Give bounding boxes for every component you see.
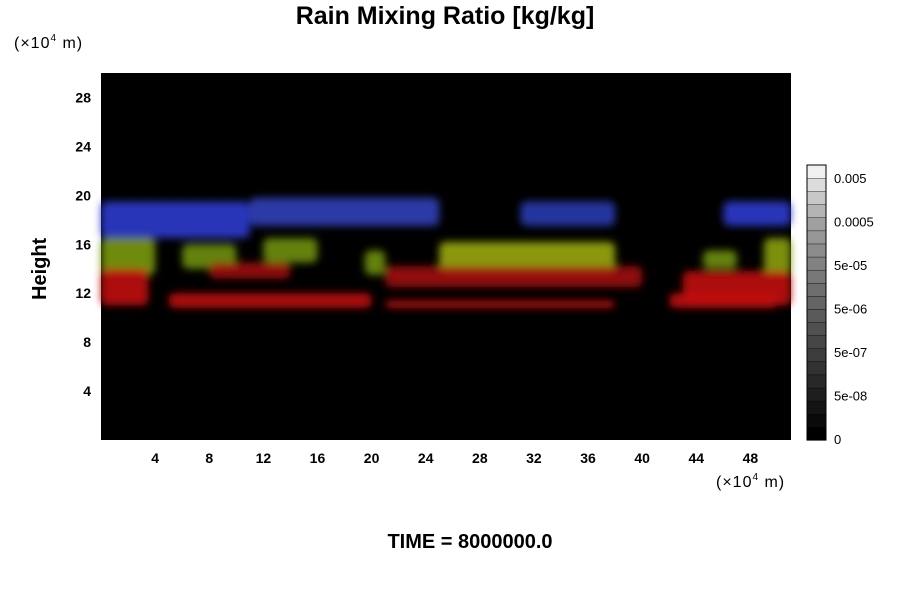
colorbar-level — [806, 190, 827, 205]
y-axis-label: Height — [29, 237, 51, 300]
colorbar-tick-label: 0 — [834, 432, 841, 447]
colorbar-tick-label: 5e-05 — [834, 258, 867, 273]
y-tick-label: 12 — [75, 285, 91, 301]
colorbar-level — [806, 335, 827, 349]
x-unit-exponent: 4 — [752, 472, 760, 483]
data-patch-12 — [209, 262, 291, 279]
data-patch-2 — [520, 201, 616, 226]
colorbar-tick-label: 5e-08 — [834, 389, 867, 404]
data-patch-10 — [763, 238, 791, 275]
colorbar-level — [806, 256, 827, 271]
colorbar-level — [806, 426, 827, 441]
y-tick-label: 20 — [75, 187, 91, 203]
data-patch-17 — [669, 293, 778, 308]
colorbar-level — [806, 374, 827, 389]
x-unit-suffix: m) — [759, 474, 786, 491]
y-unit-prefix: (×10 — [14, 35, 51, 52]
time-label: TIME = 8000000.0 — [387, 531, 553, 553]
colorbar-tick-label: 5e-06 — [834, 302, 867, 317]
colorbar-level — [806, 282, 827, 297]
data-patch-16 — [385, 300, 616, 308]
data-patch-15 — [168, 293, 372, 308]
y-tick-label: 16 — [75, 236, 91, 252]
x-tick-label: 32 — [526, 450, 542, 466]
x-tick-label: 12 — [256, 450, 272, 466]
colorbar-level — [806, 387, 827, 402]
y-unit-exponent: 4 — [50, 33, 58, 44]
colorbar-level — [806, 413, 827, 428]
colorbar-level — [806, 295, 827, 310]
x-axis-unit: (×104 m) — [716, 472, 785, 492]
y-tick-label: 28 — [75, 89, 91, 105]
colorbar-tick-label: 5e-07 — [834, 345, 867, 360]
colorbar-level — [806, 361, 827, 376]
x-unit-prefix: (×10 — [716, 474, 753, 491]
x-tick-label: 48 — [743, 450, 759, 466]
colorbar-level — [806, 164, 827, 179]
colorbar-level — [806, 177, 827, 192]
data-patch-6 — [263, 238, 318, 263]
x-tick-label: 40 — [634, 450, 650, 466]
x-tick-label: 16 — [310, 450, 326, 466]
colorbar-level — [806, 217, 827, 232]
y-unit-suffix: m) — [57, 35, 84, 52]
x-tick-label: 8 — [205, 450, 213, 466]
colorbar-level — [806, 308, 827, 323]
y-tick-label: 8 — [83, 334, 91, 350]
x-tick-label: 20 — [364, 450, 380, 466]
x-tick-label: 28 — [472, 450, 488, 466]
data-patch-11 — [101, 268, 149, 306]
data-patch-7 — [364, 250, 386, 275]
colorbar-tick-label: 0.0005 — [834, 215, 874, 230]
data-patch-4 — [101, 238, 156, 275]
y-tick-label: 24 — [75, 138, 91, 154]
data-patch-1 — [249, 197, 440, 226]
colorbar-tick-label: 0.005 — [834, 171, 867, 186]
colorbar-level — [806, 348, 827, 363]
x-tick-label: 24 — [418, 450, 434, 466]
x-tick-label: 44 — [689, 450, 705, 466]
data-patch-13 — [385, 266, 643, 288]
chart-title: Rain Mixing Ratio [kg/kg] — [295, 2, 595, 30]
y-tick-label: 4 — [83, 383, 91, 399]
colorbar-frame — [806, 164, 827, 441]
colorbar-level — [806, 204, 827, 218]
colorbar-level — [806, 243, 827, 258]
x-tick-label: 4 — [151, 450, 159, 466]
data-patch-3 — [723, 201, 791, 226]
colorbar-level — [806, 400, 827, 415]
colorbar-level — [806, 321, 827, 336]
y-axis-unit: (×104 m) — [14, 33, 83, 53]
x-tick-label: 36 — [580, 450, 596, 466]
data-patch-0 — [101, 201, 250, 239]
data-patch-9 — [703, 250, 737, 269]
colorbar-level — [806, 269, 827, 284]
colorbar-level — [806, 230, 827, 245]
